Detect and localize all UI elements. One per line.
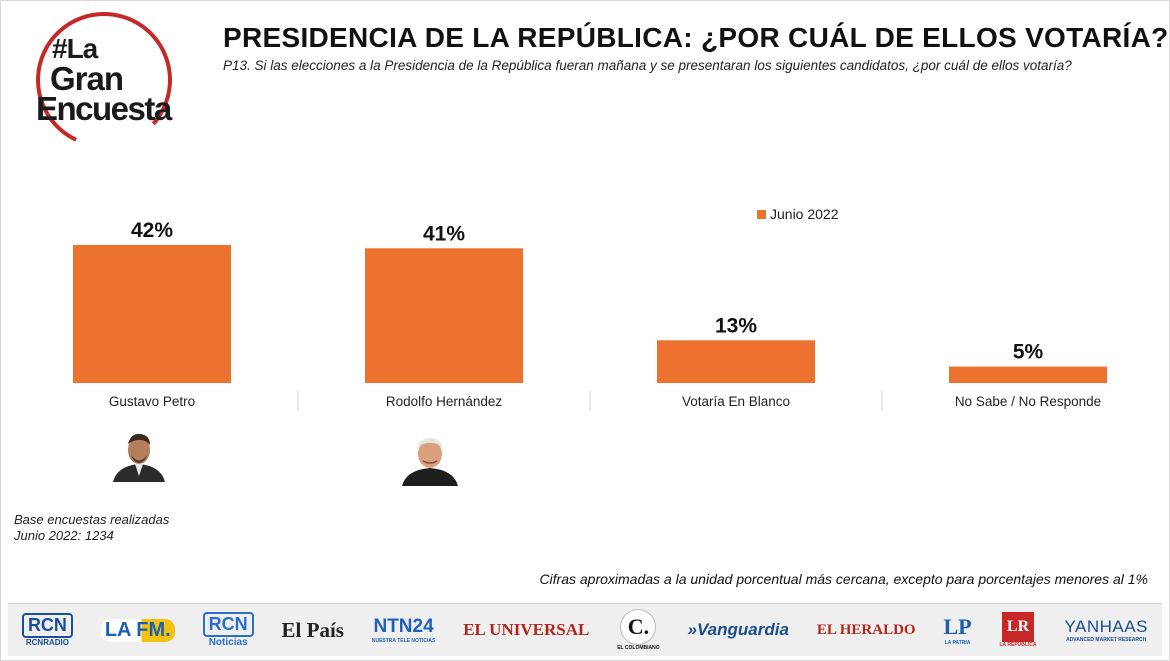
base-note: Base encuestas realizadas Junio 2022: 12…: [14, 512, 169, 544]
category-label-3: No Sabe / No Responde: [955, 394, 1101, 409]
logo-ring-icon: [36, 12, 172, 148]
footnote: Cifras aproximadas a la unidad porcentua…: [539, 571, 1148, 587]
data-label-0: 42%: [131, 219, 173, 242]
el-universal-logo: EL UNIVERSAL: [463, 620, 590, 639]
media-logo-bar: RCN RCNRADIO LA FM. RCN Noticias El País…: [8, 603, 1162, 656]
bar-2: [657, 340, 815, 383]
logo-line-1: #La: [52, 33, 98, 64]
data-label-1: 41%: [423, 222, 465, 245]
category-label-0: Gustavo Petro: [109, 394, 195, 409]
gustavo-petro-photo: [109, 428, 169, 482]
ntn24-logo: NTN24 NUESTRA TELE NOTICIAS: [371, 616, 436, 644]
el-pais-logo: El País: [281, 617, 344, 642]
la-patria-logo: LP LA PATRIA: [943, 614, 972, 646]
legend-label: Junio 2022: [770, 206, 839, 222]
base-note-line-2: Junio 2022: 1234: [14, 528, 114, 543]
category-label-1: Rodolfo Hernández: [386, 394, 503, 409]
survey-question: P13. Si las elecciones a la Presidencia …: [223, 58, 1072, 73]
el-heraldo-logo: EL HERALDO: [816, 621, 916, 638]
base-note-line-1: Base encuestas realizadas: [14, 512, 170, 527]
bar-3: [949, 366, 1107, 383]
la-republica-logo: LR LA REPÚBLICA: [1000, 612, 1037, 648]
chart-legend: Junio 2022: [757, 206, 839, 222]
vanguardia-logo: »Vanguardia: [687, 620, 789, 639]
legend-swatch: [757, 209, 766, 219]
la-gran-encuesta-logo: #La Gran Encuesta: [34, 10, 174, 150]
rcn-noticias-logo: RCN Noticias: [202, 612, 254, 648]
data-label-3: 5%: [1013, 341, 1044, 364]
logo-line-2: Gran: [50, 60, 124, 97]
category-label-2: Votaría En Blanco: [682, 394, 790, 409]
rcn-radio-logo: RCN RCNRADIO: [21, 613, 73, 647]
el-colombiano-logo: C. EL COLOMBIANO: [617, 609, 660, 651]
bar-0: [73, 245, 231, 383]
la-fm-logo: LA FM.: [100, 618, 175, 642]
page-title: PRESIDENCIA DE LA REPÚBLICA: ¿POR CUÁL D…: [223, 22, 1169, 53]
bar-chart: 42% Gustavo Petro 41% Rodolfo Hernández 13% V…: [73, 219, 1107, 411]
yanhaas-logo: YANHAAS ADVANCED MARKET RESEARCH: [1064, 617, 1148, 643]
logo-line-3: Encuesta: [36, 90, 172, 127]
bar-1: [365, 248, 523, 383]
data-label-2: 13%: [715, 314, 757, 337]
rodolfo-hernandez-photo: [400, 432, 460, 486]
